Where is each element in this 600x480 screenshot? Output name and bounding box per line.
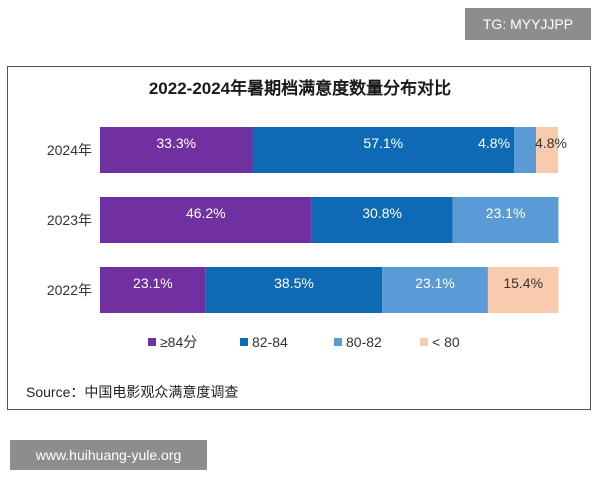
- bar-segment: [100, 197, 312, 243]
- chart-title: 2022-2024年暑期档满意度数量分布对比: [149, 78, 451, 98]
- category-label: 2022年: [47, 282, 92, 298]
- legend-label: 80-82: [346, 334, 382, 350]
- data-label: 23.1%: [486, 205, 526, 221]
- bar-segment: [205, 267, 383, 313]
- watermark-top-right: TG: MYYJJPP: [465, 8, 591, 40]
- legend-swatch: [148, 338, 156, 346]
- data-label: 38.5%: [274, 275, 314, 291]
- bar-segment: [252, 127, 515, 173]
- data-label: 15.4%: [503, 275, 543, 291]
- data-label: 46.2%: [186, 205, 226, 221]
- legend-swatch: [420, 338, 428, 346]
- data-label: 23.1%: [133, 275, 173, 291]
- bar-segment: [100, 267, 206, 313]
- watermark-bottom-left: www.huihuang-yule.org: [10, 440, 207, 470]
- bar-segment: [311, 197, 453, 243]
- data-label: 30.8%: [362, 205, 402, 221]
- data-label: 4.8%: [478, 135, 510, 151]
- legend-label: < 80: [432, 334, 460, 350]
- legend-label: 82-84: [252, 334, 288, 350]
- legend-swatch: [240, 338, 248, 346]
- source-note: Source：中国电影观众满意度调查: [26, 384, 239, 400]
- bar-segment: [536, 127, 558, 173]
- category-label: 2023年: [47, 212, 92, 228]
- data-label: 57.1%: [363, 135, 403, 151]
- data-label: 4.8%: [535, 135, 567, 151]
- bar-segment: [487, 267, 559, 313]
- data-label: 33.3%: [156, 135, 196, 151]
- category-label: 2024年: [47, 142, 92, 158]
- bar-segment: [382, 267, 488, 313]
- legend-swatch: [334, 338, 342, 346]
- data-label: 23.1%: [415, 275, 455, 291]
- bar-segment: [100, 127, 253, 173]
- legend-label: ≥84分: [160, 334, 197, 350]
- bar-segment: [452, 197, 559, 243]
- bar-segment: [514, 127, 537, 173]
